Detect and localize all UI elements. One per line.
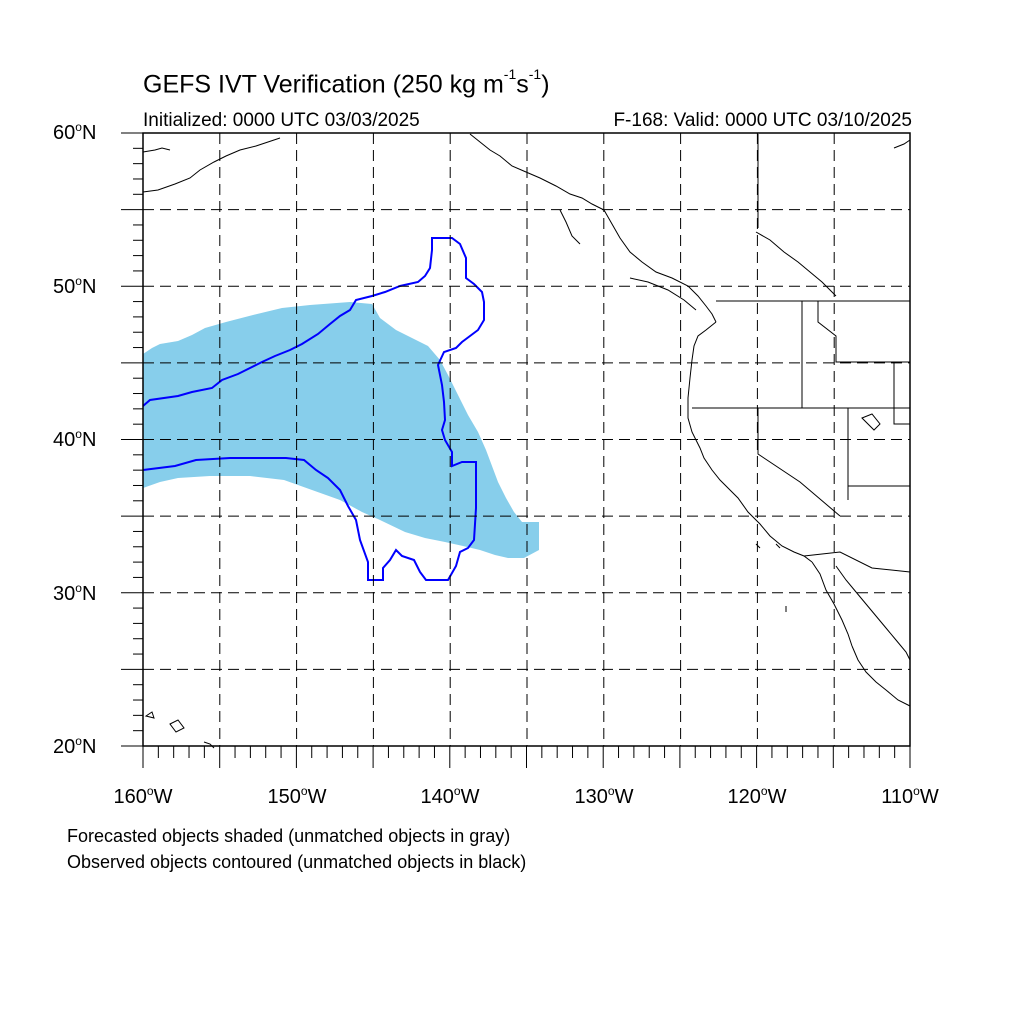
legend-note-forecast: Forecasted objects shaded (unmatched obj… xyxy=(67,826,511,846)
initialized-time: Initialized: 0000 UTC 03/03/2025 xyxy=(143,110,420,131)
lon-label-120w: 120oW xyxy=(727,784,787,808)
valid-time: F-168: Valid: 0000 UTC 03/10/2025 xyxy=(613,110,912,131)
political-borders xyxy=(692,134,911,573)
map-frame xyxy=(142,132,911,747)
map-title: GEFS IVT Verification (250 kg m-1s-1) xyxy=(143,66,550,99)
lon-label-160w: 160oW xyxy=(113,784,173,808)
lon-label-110w: 110oW xyxy=(881,784,939,808)
lat-label-60n: 60oN xyxy=(53,120,97,144)
lon-label-130w: 130oW xyxy=(574,784,634,808)
axis-ticks xyxy=(121,132,911,768)
forecast-ivt-object xyxy=(143,302,539,558)
gridlines xyxy=(143,133,910,746)
legend-note-observed: Observed objects contoured (unmatched ob… xyxy=(67,852,527,872)
lat-label-40n: 40oN xyxy=(53,427,97,451)
lat-label-30n: 30oN xyxy=(53,581,97,605)
lat-label-50n: 50oN xyxy=(53,274,97,298)
coastline xyxy=(142,133,911,749)
observed-ivt-contour xyxy=(142,237,485,581)
lat-label-20n: 20oN xyxy=(53,734,97,758)
lon-label-150w: 150oW xyxy=(267,784,327,808)
lon-label-140w: 140oW xyxy=(420,784,480,808)
